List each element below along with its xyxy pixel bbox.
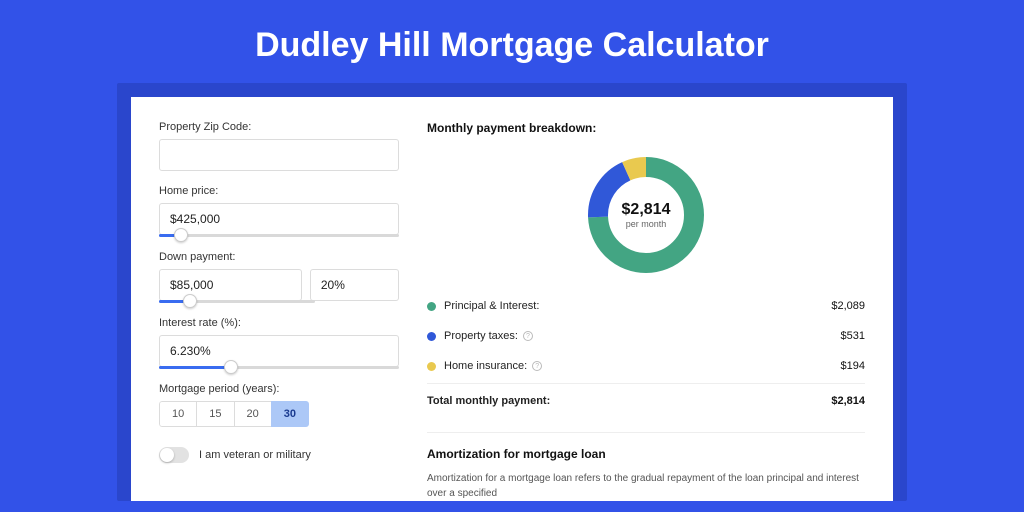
home-price-input[interactable] [159, 203, 399, 235]
home-price-slider-thumb[interactable] [174, 228, 188, 242]
period-option-10[interactable]: 10 [159, 401, 197, 427]
legend-dot [427, 362, 436, 371]
donut-chart: $2,814 per month [427, 145, 865, 291]
info-icon[interactable]: ? [523, 331, 533, 341]
panel-outer: Property Zip Code: Home price: Down paym… [117, 83, 907, 501]
down-payment-slider[interactable] [159, 300, 315, 303]
donut-sub: per month [626, 219, 667, 229]
breakdown-label: Home insurance:? [444, 360, 841, 372]
down-payment-pct-input[interactable] [310, 269, 399, 301]
down-payment-field: Down payment: [159, 251, 399, 303]
breakdown-label: Principal & Interest: [444, 300, 831, 312]
veteran-label: I am veteran or military [199, 449, 311, 461]
period-option-30[interactable]: 30 [271, 401, 309, 427]
total-value: $2,814 [831, 395, 865, 407]
veteran-toggle[interactable] [159, 447, 189, 463]
period-segmented: 10152030 [159, 401, 399, 427]
breakdown-row: Principal & Interest:$2,089 [427, 291, 865, 321]
period-option-15[interactable]: 15 [196, 401, 234, 427]
legend-dot [427, 302, 436, 311]
amortization-section: Amortization for mortgage loan Amortizat… [427, 432, 865, 501]
total-label: Total monthly payment: [427, 395, 831, 407]
zip-input[interactable] [159, 139, 399, 171]
interest-slider[interactable] [159, 366, 399, 369]
veteran-row: I am veteran or military [159, 447, 399, 463]
breakdown-row: Home insurance:?$194 [427, 351, 865, 381]
period-option-20[interactable]: 20 [234, 401, 272, 427]
breakdown-value: $194 [841, 360, 865, 372]
interest-label: Interest rate (%): [159, 317, 399, 329]
interest-slider-thumb[interactable] [224, 360, 238, 374]
interest-field: Interest rate (%): [159, 317, 399, 369]
zip-field: Property Zip Code: [159, 121, 399, 171]
down-payment-slider-thumb[interactable] [183, 294, 197, 308]
total-row: Total monthly payment: $2,814 [427, 383, 865, 416]
info-icon[interactable]: ? [532, 361, 542, 371]
breakdown-title: Monthly payment breakdown: [427, 121, 865, 135]
home-price-slider[interactable] [159, 234, 399, 237]
breakdown-value: $2,089 [831, 300, 865, 312]
legend-dot [427, 332, 436, 341]
interest-input[interactable] [159, 335, 399, 367]
breakdown-rows: Principal & Interest:$2,089Property taxe… [427, 291, 865, 381]
home-price-field: Home price: [159, 185, 399, 237]
down-payment-input[interactable] [159, 269, 302, 301]
amortization-text: Amortization for a mortgage loan refers … [427, 471, 865, 501]
breakdown-column: Monthly payment breakdown: $2,814 per mo… [427, 121, 865, 501]
down-payment-label: Down payment: [159, 251, 399, 263]
home-price-label: Home price: [159, 185, 399, 197]
zip-label: Property Zip Code: [159, 121, 399, 133]
page-title: Dudley Hill Mortgage Calculator [0, 0, 1024, 83]
period-label: Mortgage period (years): [159, 383, 399, 395]
breakdown-row: Property taxes:?$531 [427, 321, 865, 351]
breakdown-label: Property taxes:? [444, 330, 841, 342]
period-field: Mortgage period (years): 10152030 [159, 383, 399, 427]
calculator-panel: Property Zip Code: Home price: Down paym… [131, 97, 893, 501]
inputs-column: Property Zip Code: Home price: Down paym… [159, 121, 399, 501]
donut-amount: $2,814 [622, 201, 671, 219]
toggle-knob [160, 448, 174, 462]
breakdown-value: $531 [841, 330, 865, 342]
amortization-heading: Amortization for mortgage loan [427, 447, 865, 461]
